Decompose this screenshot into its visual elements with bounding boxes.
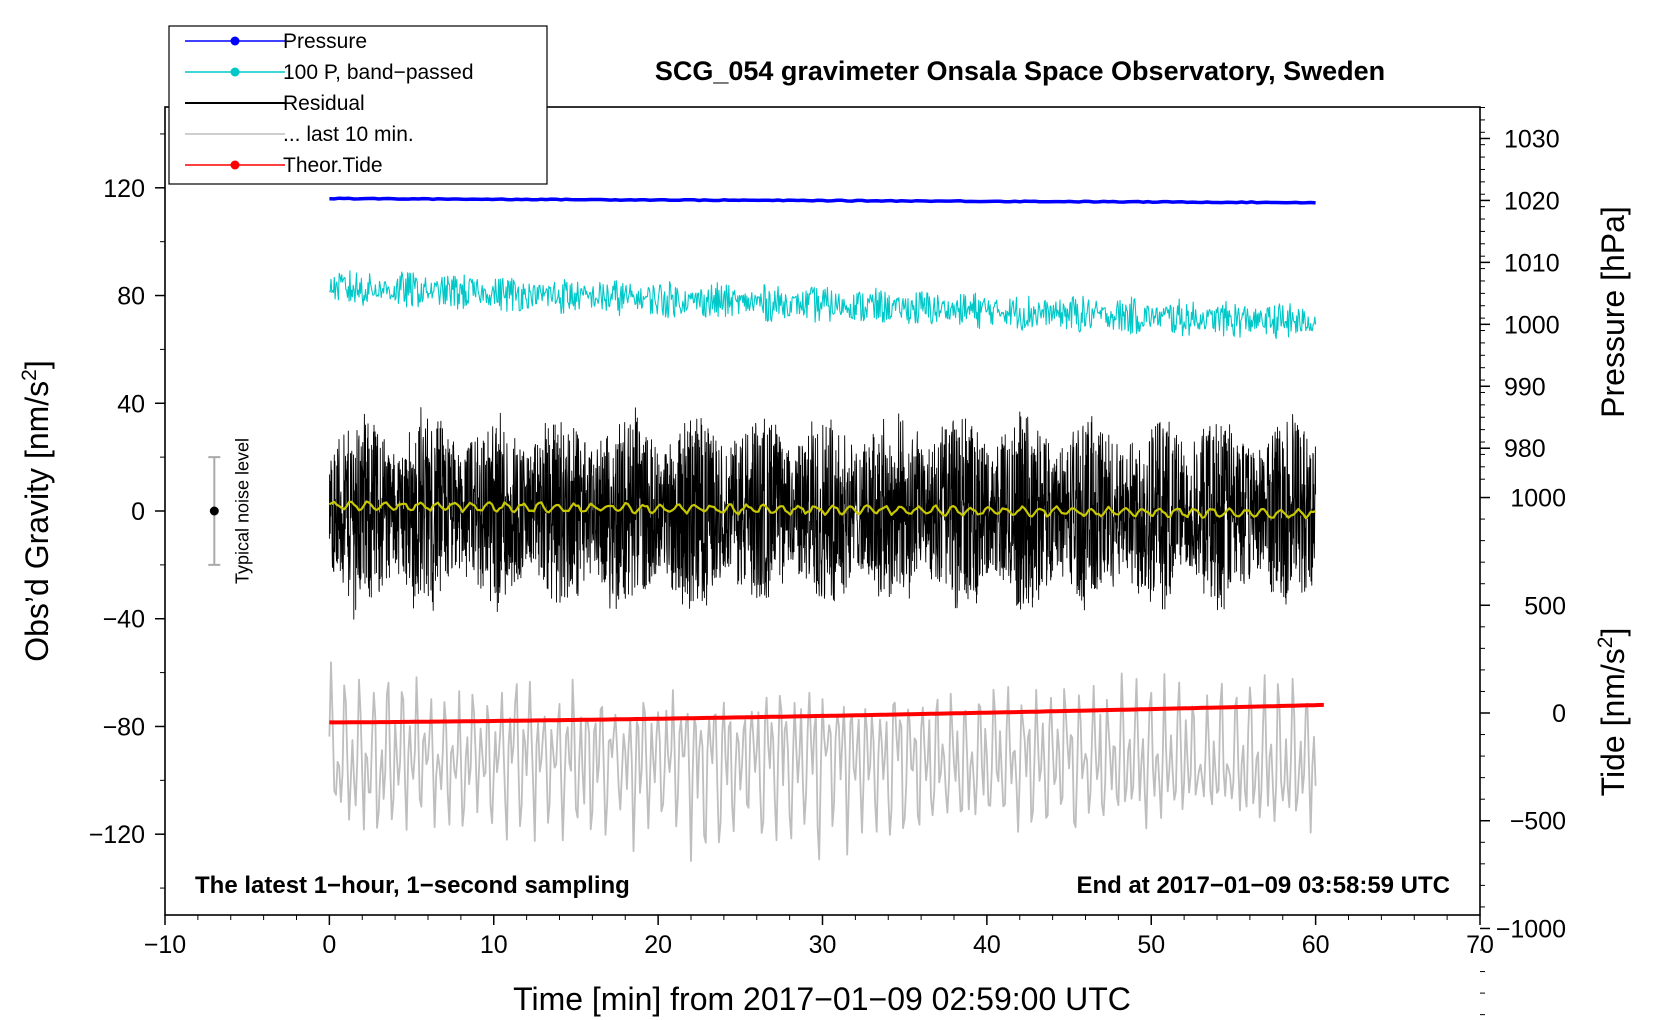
y-tick-label: −80 [103,713,145,741]
pressure-tick-label: 1030 [1504,125,1560,153]
x-tick-label: 40 [973,931,1001,959]
x-axis-title: Time [min] from 2017−01−09 02:59:00 UTC [513,981,1131,1017]
legend-label: Residual [283,92,365,115]
annotation-end-time: End at 2017−01−09 03:58:59 UTC [1076,872,1450,899]
x-tick-label: 20 [644,931,672,959]
pressure-tick-label: 1020 [1504,187,1560,215]
noise-level-indicator: Typical noise level [208,438,252,584]
series-pressure [329,196,1316,205]
x-tick-label: 10 [480,931,508,959]
y-tick-label: −120 [89,821,145,849]
y-axis-left-title: Obs’d Gravity [nm/s2] [18,360,55,662]
y-axis-pressure: 1030 1020 1010 1000 990 980 [1480,107,1560,480]
y-tick-label: 0 [131,498,145,526]
x-axis: −10 0 10 20 30 40 50 60 70 [144,915,1494,959]
legend-label: Theor.Tide [283,154,383,177]
noise-center-dot [209,506,219,516]
series-layer [328,196,1324,862]
y-tick-label: 80 [117,283,145,311]
legend: Pressure 100 P, band−passed Residual ... la… [185,30,474,177]
pressure-tick-label: 1010 [1504,249,1560,277]
y-axis-tide-title: Tide [nm/s2] [1594,628,1631,797]
series-residual-smoothed [328,500,1316,520]
x-tick-label: 50 [1137,931,1165,959]
x-tick-label: 30 [809,931,837,959]
annotation-sampling: The latest 1−hour, 1−second sampling [195,872,630,899]
series-last-10-min [328,661,1317,862]
y-tick-label: 120 [103,175,145,203]
y-tick-label: 40 [117,390,145,418]
series-band-passed-pressure [328,270,1317,340]
tide-tick-label: 1000 [1510,485,1566,513]
x-tick-label: −10 [144,931,186,959]
noise-level-label: Typical noise level [232,438,252,584]
y-axis-left: 120 80 40 0 −40 −80 −120 [89,133,165,889]
x-tick-label: 60 [1302,931,1330,959]
tide-tick-label: −500 [1510,808,1566,836]
legend-label: 100 P, band−passed [283,61,474,84]
legend-box [168,25,548,185]
legend-swatch-marker [230,67,240,77]
legend-label: Pressure [283,30,367,53]
series-theoretical-tide [329,702,1324,725]
legend-swatch-marker [230,36,240,46]
tide-tick-label: 0 [1552,700,1566,728]
tide-tick-label: −1000 [1496,915,1566,943]
x-tick-label: 0 [322,931,336,959]
pressure-tick-label: 1000 [1504,311,1560,339]
chart-title: SCG_054 gravimeter Onsala Space Observat… [655,56,1385,86]
legend-label: ... last 10 min. [283,123,414,146]
pressure-tick-label: 990 [1504,373,1546,401]
y-tick-label: −40 [103,606,145,634]
pressure-tick-label: 980 [1504,435,1546,463]
x-tick-label: 70 [1466,931,1494,959]
tide-tick-label: 500 [1524,592,1566,620]
legend-swatch-marker [230,160,240,170]
series-residual [328,407,1317,620]
y-axis-pressure-title: Pressure [hPa] [1595,206,1631,418]
